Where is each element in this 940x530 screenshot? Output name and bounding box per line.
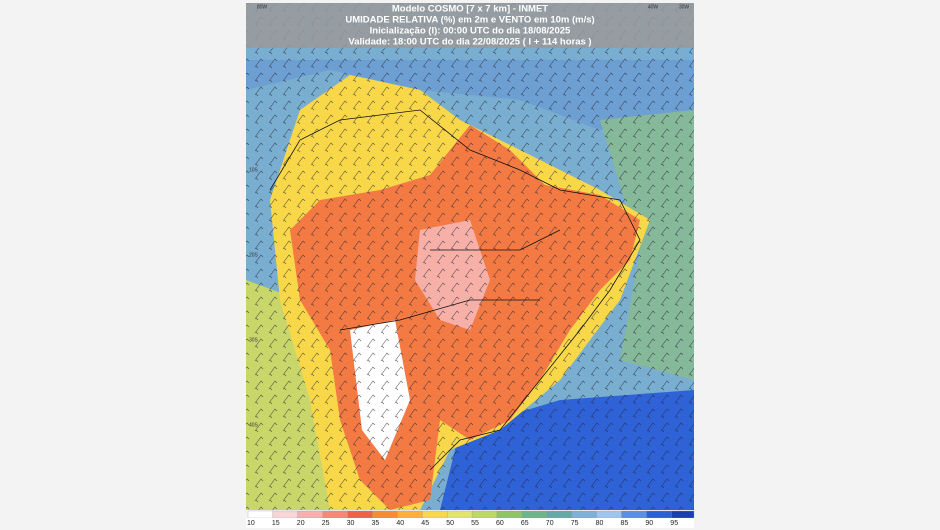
colorbar-label: 85 [621,520,629,527]
colorbar: 10 15 20 25 30 35 40 45 50 55 60 65 70 75 80 85 90 95 [246,510,695,528]
colorbar-segment [297,510,323,519]
colorbar-segment [322,510,348,519]
colorbar-segment [546,510,572,519]
header-line: Inicialização (I): 00:00 UTC do dia 18/0… [370,26,571,37]
colorbar-segment [571,510,597,519]
colorbar-label: 95 [670,520,678,527]
colorbar-segment [471,510,498,519]
header-line: Validade: 18:00 UTC do dia 22/08/2025 ( … [348,37,591,48]
colorbar-label: 55 [471,520,479,527]
colorbar-label: 65 [521,520,529,527]
colorbar-bg [246,518,694,528]
lat-label: 30S [249,337,259,343]
colorbar-label: 20 [297,520,305,527]
lon-label: 30W [679,4,690,10]
colorbar-label: 35 [372,520,380,527]
colorbar-label: 40 [396,520,404,527]
colorbar-segment [596,510,622,519]
lon-label: 40W [648,4,659,10]
lon-labels: 80W 40W 30W [257,4,690,10]
colorbar-label: 60 [496,520,504,527]
lat-label: 20S [249,252,259,258]
colorbar-label: 45 [421,520,429,527]
lat-label: 40S [249,422,259,428]
header-line: Modelo COSMO [7 x 7 km] - INMET [392,4,548,15]
header-band [246,3,694,48]
header-line: UMIDADE RELATIVA (%) em 2m e VENTO em 10… [345,15,594,26]
colorbar-segment [646,510,672,519]
map [246,3,694,510]
colorbar-segment [272,510,298,519]
wind-barbs [246,3,694,510]
colorbar-segment [447,510,473,519]
lon-label: 80W [257,4,268,10]
colorbar-label: 75 [571,520,579,527]
colorbar-segment [247,510,274,519]
colorbar-segment [347,510,373,519]
lat-labels: 10S 20S 30S 40S [249,167,259,428]
colorbar-segment [521,510,547,519]
colorbar-label: 30 [347,520,355,527]
colorbar-segment [671,510,695,519]
colorbar-segment [372,510,398,519]
colorbar-label: 25 [322,520,330,527]
colorbar-label: 50 [446,520,454,527]
colorbar-label: 15 [272,520,280,527]
colorbar-label: 70 [546,520,554,527]
colorbar-label: 90 [645,520,653,527]
colorbar-segment [621,510,647,519]
colorbar-label: 80 [596,520,604,527]
colorbar-segment [397,510,423,519]
lat-label: 10S [249,167,259,173]
colorbar-segment [496,510,523,519]
colorbar-label: 10 [247,520,255,527]
borders [269,109,641,471]
colorbar-segment [422,510,448,519]
